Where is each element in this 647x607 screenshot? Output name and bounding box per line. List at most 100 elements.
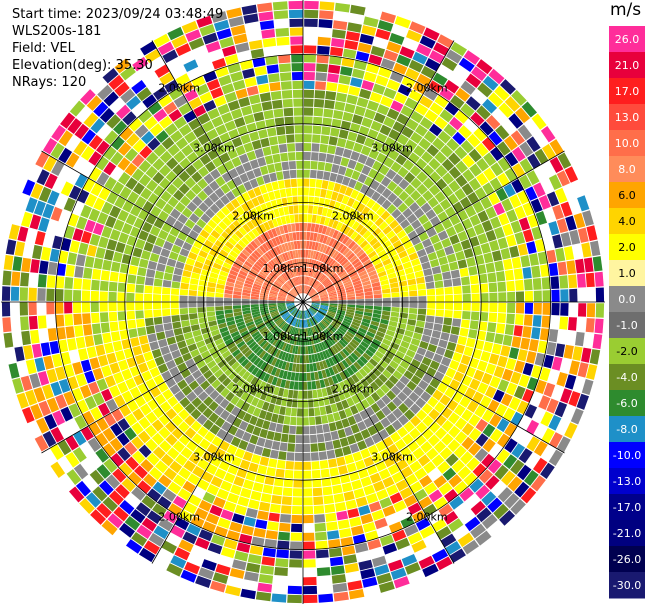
ppi-cell bbox=[242, 223, 251, 233]
ppi-cell bbox=[179, 157, 192, 170]
ppi-cell bbox=[404, 330, 414, 338]
ppi-cell bbox=[224, 293, 233, 298]
ppi-cell bbox=[280, 152, 289, 162]
ppi-cell bbox=[395, 350, 405, 360]
ppi-cell bbox=[510, 411, 524, 426]
ppi-cell bbox=[217, 359, 227, 369]
ppi-cell bbox=[494, 85, 510, 101]
ppi-cell bbox=[410, 338, 421, 347]
ppi-cell bbox=[477, 382, 489, 395]
ppi-cell bbox=[455, 160, 468, 174]
ppi-cell bbox=[69, 100, 86, 117]
ppi-cell bbox=[296, 319, 300, 328]
ppi-cell bbox=[294, 134, 303, 143]
ppi-cell bbox=[93, 197, 106, 211]
ppi-cell bbox=[165, 532, 181, 546]
ppi-cell bbox=[247, 554, 262, 565]
ppi-cell bbox=[358, 368, 368, 378]
ppi-cell bbox=[366, 266, 376, 274]
ppi-cell bbox=[144, 48, 161, 63]
ppi-cell bbox=[503, 135, 518, 151]
ppi-cell bbox=[392, 355, 402, 365]
ppi-cell bbox=[349, 443, 360, 454]
ppi-cell bbox=[303, 205, 309, 214]
ppi-cell bbox=[365, 406, 375, 417]
ppi-cell bbox=[215, 297, 224, 302]
ppi-cell bbox=[311, 296, 320, 300]
ppi-cell bbox=[328, 218, 335, 228]
ppi-cell bbox=[237, 355, 247, 364]
ppi-cell bbox=[445, 453, 459, 467]
ppi-cell bbox=[419, 35, 436, 49]
ppi-cell bbox=[95, 247, 106, 259]
ppi-cell bbox=[455, 250, 466, 261]
ppi-cell bbox=[428, 158, 441, 171]
ppi-cell bbox=[319, 234, 325, 243]
ppi-cell bbox=[113, 372, 125, 384]
ppi-cell bbox=[313, 232, 318, 242]
ppi-cell bbox=[188, 302, 197, 308]
ppi-cell bbox=[279, 522, 291, 532]
ppi-cell bbox=[57, 439, 72, 456]
ppi-cell bbox=[402, 335, 412, 344]
ppi-cell bbox=[316, 389, 323, 398]
ppi-cell bbox=[515, 107, 531, 124]
ppi-cell bbox=[50, 142, 65, 159]
ppi-cell bbox=[248, 326, 257, 333]
ppi-cell bbox=[175, 43, 191, 57]
ppi-cell bbox=[348, 589, 365, 600]
ppi-cell bbox=[226, 320, 236, 327]
ppi-cell bbox=[309, 232, 314, 241]
ppi-cell bbox=[136, 87, 152, 102]
ppi-cell bbox=[59, 474, 75, 491]
ppi-cell bbox=[161, 453, 174, 467]
ppi-cell bbox=[159, 115, 173, 129]
ppi-cell bbox=[359, 88, 372, 100]
ppi-cell bbox=[211, 116, 224, 128]
ppi-cell bbox=[225, 316, 235, 323]
ppi-cell bbox=[383, 116, 396, 128]
ppi-cell bbox=[210, 364, 220, 374]
ppi-cell bbox=[318, 309, 327, 314]
ppi-cell bbox=[196, 359, 206, 369]
ppi-cell bbox=[201, 244, 211, 254]
ppi-cell bbox=[163, 510, 178, 524]
ppi-cell bbox=[180, 81, 195, 94]
ppi-cell bbox=[523, 470, 539, 486]
ppi-cell bbox=[235, 318, 244, 324]
ppi-cell bbox=[433, 323, 443, 332]
ppi-cell bbox=[275, 280, 283, 287]
ppi-cell bbox=[396, 54, 411, 67]
ppi-cell bbox=[269, 346, 277, 355]
ppi-cell bbox=[422, 190, 434, 202]
ppi-cell bbox=[474, 448, 489, 462]
ppi-cell bbox=[250, 240, 259, 249]
ppi-cell bbox=[363, 484, 376, 496]
ppi-cell bbox=[184, 427, 197, 439]
colorbar-tick-label: 1.0 bbox=[618, 267, 636, 280]
ppi-cell bbox=[481, 409, 495, 423]
ppi-cell bbox=[19, 302, 28, 316]
ppi-cell bbox=[384, 379, 395, 390]
ppi-cell bbox=[405, 139, 418, 152]
ppi-cell bbox=[253, 238, 262, 247]
ppi-cell bbox=[389, 360, 399, 370]
ppi-cell bbox=[255, 261, 264, 269]
ppi-cell bbox=[480, 302, 489, 312]
ppi-cell bbox=[264, 475, 275, 486]
ppi-cell bbox=[109, 98, 125, 113]
ppi-cell bbox=[122, 111, 137, 126]
ppi-cell bbox=[183, 502, 198, 515]
ppi-cell bbox=[292, 488, 303, 497]
ppi-cell bbox=[342, 320, 351, 326]
ppi-cell bbox=[8, 224, 20, 240]
ppi-cell bbox=[351, 221, 360, 231]
ppi-cell bbox=[314, 251, 320, 260]
colorbar-swatch bbox=[609, 494, 645, 521]
ppi-cell bbox=[211, 534, 226, 546]
ppi-cell bbox=[23, 243, 34, 258]
ppi-cell bbox=[266, 430, 275, 440]
ppi-cell bbox=[303, 222, 308, 231]
ppi-cell bbox=[188, 364, 199, 374]
ppi-cell bbox=[418, 214, 429, 225]
